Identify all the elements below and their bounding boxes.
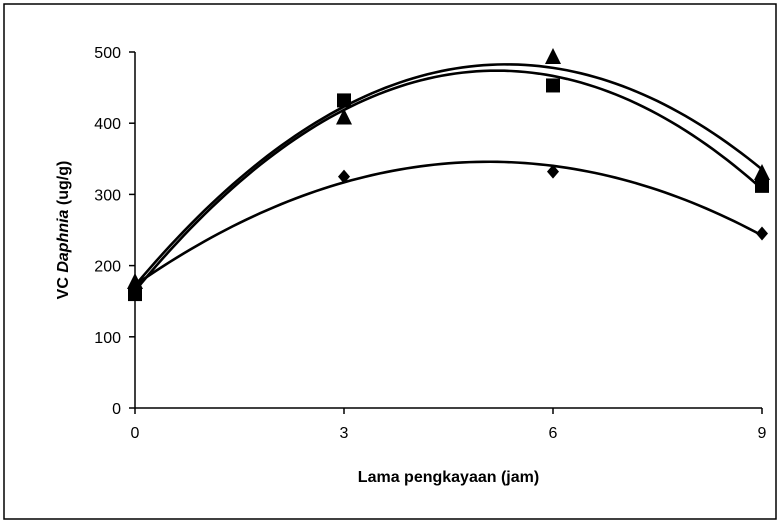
y-axis-title-italic: Daphnia: [55, 209, 72, 272]
triangle-marker-point: [545, 47, 561, 64]
y-axis-title-suffix: (ug/g): [55, 161, 72, 210]
y-tick-label: 300: [94, 187, 121, 204]
x-tick-labels: 0 3 6 9: [131, 425, 767, 442]
y-tick-label: 400: [94, 116, 121, 133]
markers: [127, 47, 770, 302]
y-tick-label: 100: [94, 330, 121, 347]
y-tick-labels: 0 100 200 300 400 500: [94, 45, 121, 418]
y-tick-label: 500: [94, 45, 121, 62]
axes: [129, 51, 763, 414]
triangle-marker-point: [336, 108, 352, 125]
triangle-marker-point: [127, 272, 143, 289]
y-axis-title: VC Daphnia (ug/g): [55, 161, 72, 300]
triangle-marker-point: [754, 164, 770, 181]
x-tick-label: 0: [131, 425, 140, 442]
square-marker-point: [337, 93, 351, 108]
x-axis-title: Lama pengkayaan (jam): [358, 469, 539, 486]
square-marker-point: [755, 178, 769, 193]
x-tick-label: 6: [549, 425, 558, 442]
y-tick-label: 200: [94, 259, 121, 276]
y-axis-title-prefix: VC: [55, 273, 72, 300]
trendline-series-1: [134, 160, 763, 287]
diamond-marker-point: [338, 169, 350, 184]
x-tick-label: 3: [340, 425, 349, 442]
trendline-series-2: [133, 69, 763, 292]
trendline-series-3: [134, 63, 763, 287]
square-marker-point: [128, 287, 142, 302]
diamond-marker-point: [756, 226, 768, 241]
diamond-marker-point: [547, 164, 559, 179]
x-tick-label: 9: [758, 425, 767, 442]
trendlines: [133, 63, 763, 292]
square-marker-point: [546, 78, 560, 93]
y-tick-label: 0: [112, 401, 121, 418]
